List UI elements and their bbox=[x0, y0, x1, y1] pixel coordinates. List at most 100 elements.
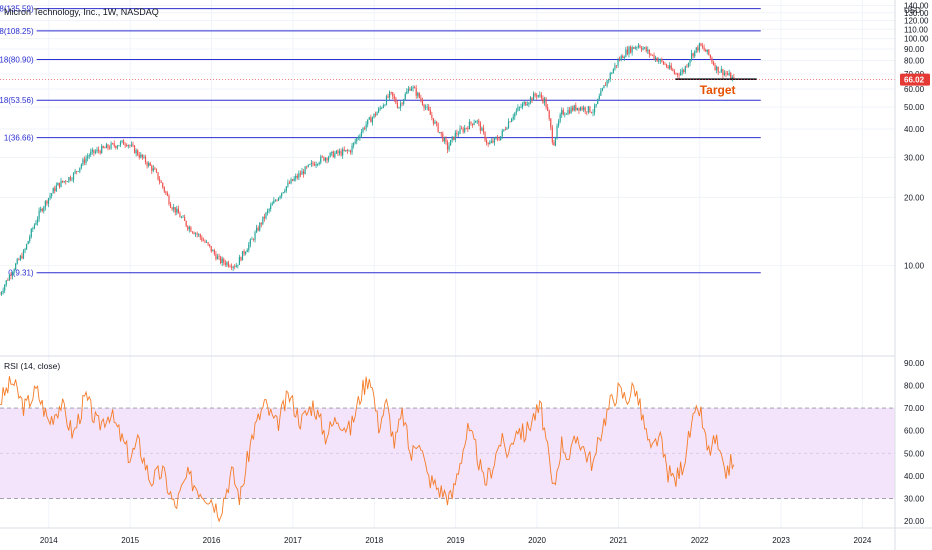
candle-body bbox=[332, 151, 334, 158]
candle-body bbox=[185, 220, 187, 227]
candle-body bbox=[384, 104, 386, 106]
candle-body bbox=[670, 65, 672, 70]
candle-body bbox=[414, 87, 416, 89]
candle-body bbox=[254, 232, 256, 240]
price-tick-label: 140.00 bbox=[904, 1, 929, 10]
candle-body bbox=[93, 149, 95, 153]
candle-body bbox=[329, 152, 331, 158]
candle-body bbox=[392, 92, 394, 97]
candle-body bbox=[454, 132, 456, 140]
candle-body bbox=[83, 159, 86, 163]
candle-body bbox=[291, 179, 294, 181]
candle-body bbox=[418, 92, 420, 98]
candle-body bbox=[698, 43, 701, 51]
candle-body bbox=[700, 43, 702, 46]
candle-body bbox=[107, 144, 109, 148]
candle-body bbox=[368, 117, 370, 120]
fibonacci-levels[interactable]: 4.618(135.59) 3.618(108.25) 2.618(80.90) 1.… bbox=[0, 5, 761, 278]
candle-body bbox=[80, 164, 82, 168]
candle-body bbox=[141, 154, 143, 158]
candle-body bbox=[351, 145, 353, 153]
candle-body bbox=[565, 113, 568, 115]
target-annotation[interactable]: Target bbox=[700, 83, 736, 97]
candle-body bbox=[726, 73, 729, 75]
candle-body bbox=[428, 106, 430, 111]
candle-body bbox=[173, 207, 175, 210]
candle-body bbox=[176, 208, 178, 213]
candle-body bbox=[0, 294, 1, 295]
candle-body bbox=[202, 240, 205, 242]
candle-body bbox=[354, 141, 356, 143]
candle-body bbox=[486, 140, 488, 144]
candle-body bbox=[719, 71, 721, 73]
candle-body bbox=[342, 149, 344, 156]
candle-body bbox=[274, 200, 276, 202]
candle-body bbox=[169, 204, 172, 208]
candle-body bbox=[448, 145, 450, 150]
candle-body bbox=[10, 275, 12, 277]
candle-body bbox=[462, 128, 464, 132]
candle-body bbox=[511, 118, 513, 122]
candle-body bbox=[74, 171, 76, 174]
candle-body bbox=[144, 156, 147, 163]
candle-body bbox=[349, 150, 352, 153]
candle-body bbox=[19, 255, 21, 260]
candle-body bbox=[733, 77, 735, 78]
candle-body bbox=[16, 259, 18, 264]
price-tick-label: 10.00 bbox=[904, 262, 925, 271]
candle-body bbox=[492, 140, 494, 143]
candle-body bbox=[227, 262, 230, 267]
candle-body bbox=[245, 252, 247, 254]
candle-body bbox=[229, 266, 231, 267]
annotations[interactable]: Target bbox=[0, 78, 895, 97]
candle-body bbox=[523, 101, 525, 104]
candle-body bbox=[41, 208, 43, 212]
candle-body bbox=[57, 182, 59, 186]
candle-body bbox=[457, 133, 460, 135]
candle-body bbox=[421, 100, 424, 105]
candle-body bbox=[293, 178, 295, 181]
candle-body bbox=[518, 107, 521, 108]
candle-body bbox=[464, 127, 466, 132]
price-tick-label: 40.00 bbox=[904, 125, 925, 134]
candle-body bbox=[459, 128, 461, 134]
candle-body bbox=[655, 57, 657, 60]
candle-body bbox=[337, 150, 339, 154]
candle-body bbox=[401, 103, 403, 104]
rsi-axis[interactable]: 20.00 30.00 40.00 50.00 60.00 70.00 80.00 90.00 bbox=[904, 359, 925, 526]
candle-body bbox=[548, 110, 550, 119]
candle-body bbox=[177, 208, 179, 214]
candle-body bbox=[568, 109, 571, 114]
candle-body bbox=[645, 47, 647, 52]
candle-body bbox=[77, 171, 79, 172]
candle-body bbox=[581, 107, 583, 110]
candle-body bbox=[171, 207, 173, 210]
candle-body bbox=[318, 162, 320, 165]
last-price-label: 66.02 bbox=[904, 76, 925, 85]
candle-body bbox=[210, 246, 212, 252]
symbol-title[interactable]: Micron Technology, Inc., 1W, NASDAQ bbox=[4, 7, 159, 17]
candle-body bbox=[188, 227, 190, 230]
candle-body bbox=[113, 143, 115, 146]
price-axis[interactable]: 10.0020.0030.0040.0050.0060.0070.0080.00… bbox=[900, 1, 930, 271]
candle-body bbox=[528, 102, 530, 105]
time-axis[interactable]: 2014 2015 2016 2017 2018 2019 2020 2021 2022 2023… bbox=[40, 536, 872, 545]
candle-body bbox=[220, 256, 222, 264]
rsi-title[interactable]: RSI (14, close) bbox=[4, 361, 60, 371]
candle-body bbox=[312, 162, 314, 165]
candle-body bbox=[550, 118, 552, 128]
candle-body bbox=[224, 262, 226, 265]
fib-level-label: 1(36.66) bbox=[4, 134, 34, 143]
candle-body bbox=[216, 256, 219, 260]
candle-body bbox=[473, 122, 475, 125]
candle-body bbox=[40, 208, 42, 211]
candle-body bbox=[165, 191, 167, 193]
candle-body bbox=[273, 200, 275, 204]
rsi-tick-label: 80.00 bbox=[904, 381, 925, 390]
candle-body bbox=[36, 218, 39, 223]
candle-body bbox=[631, 47, 633, 53]
candle-body bbox=[290, 179, 292, 184]
candle-body bbox=[564, 114, 566, 116]
candle-body bbox=[648, 49, 650, 55]
